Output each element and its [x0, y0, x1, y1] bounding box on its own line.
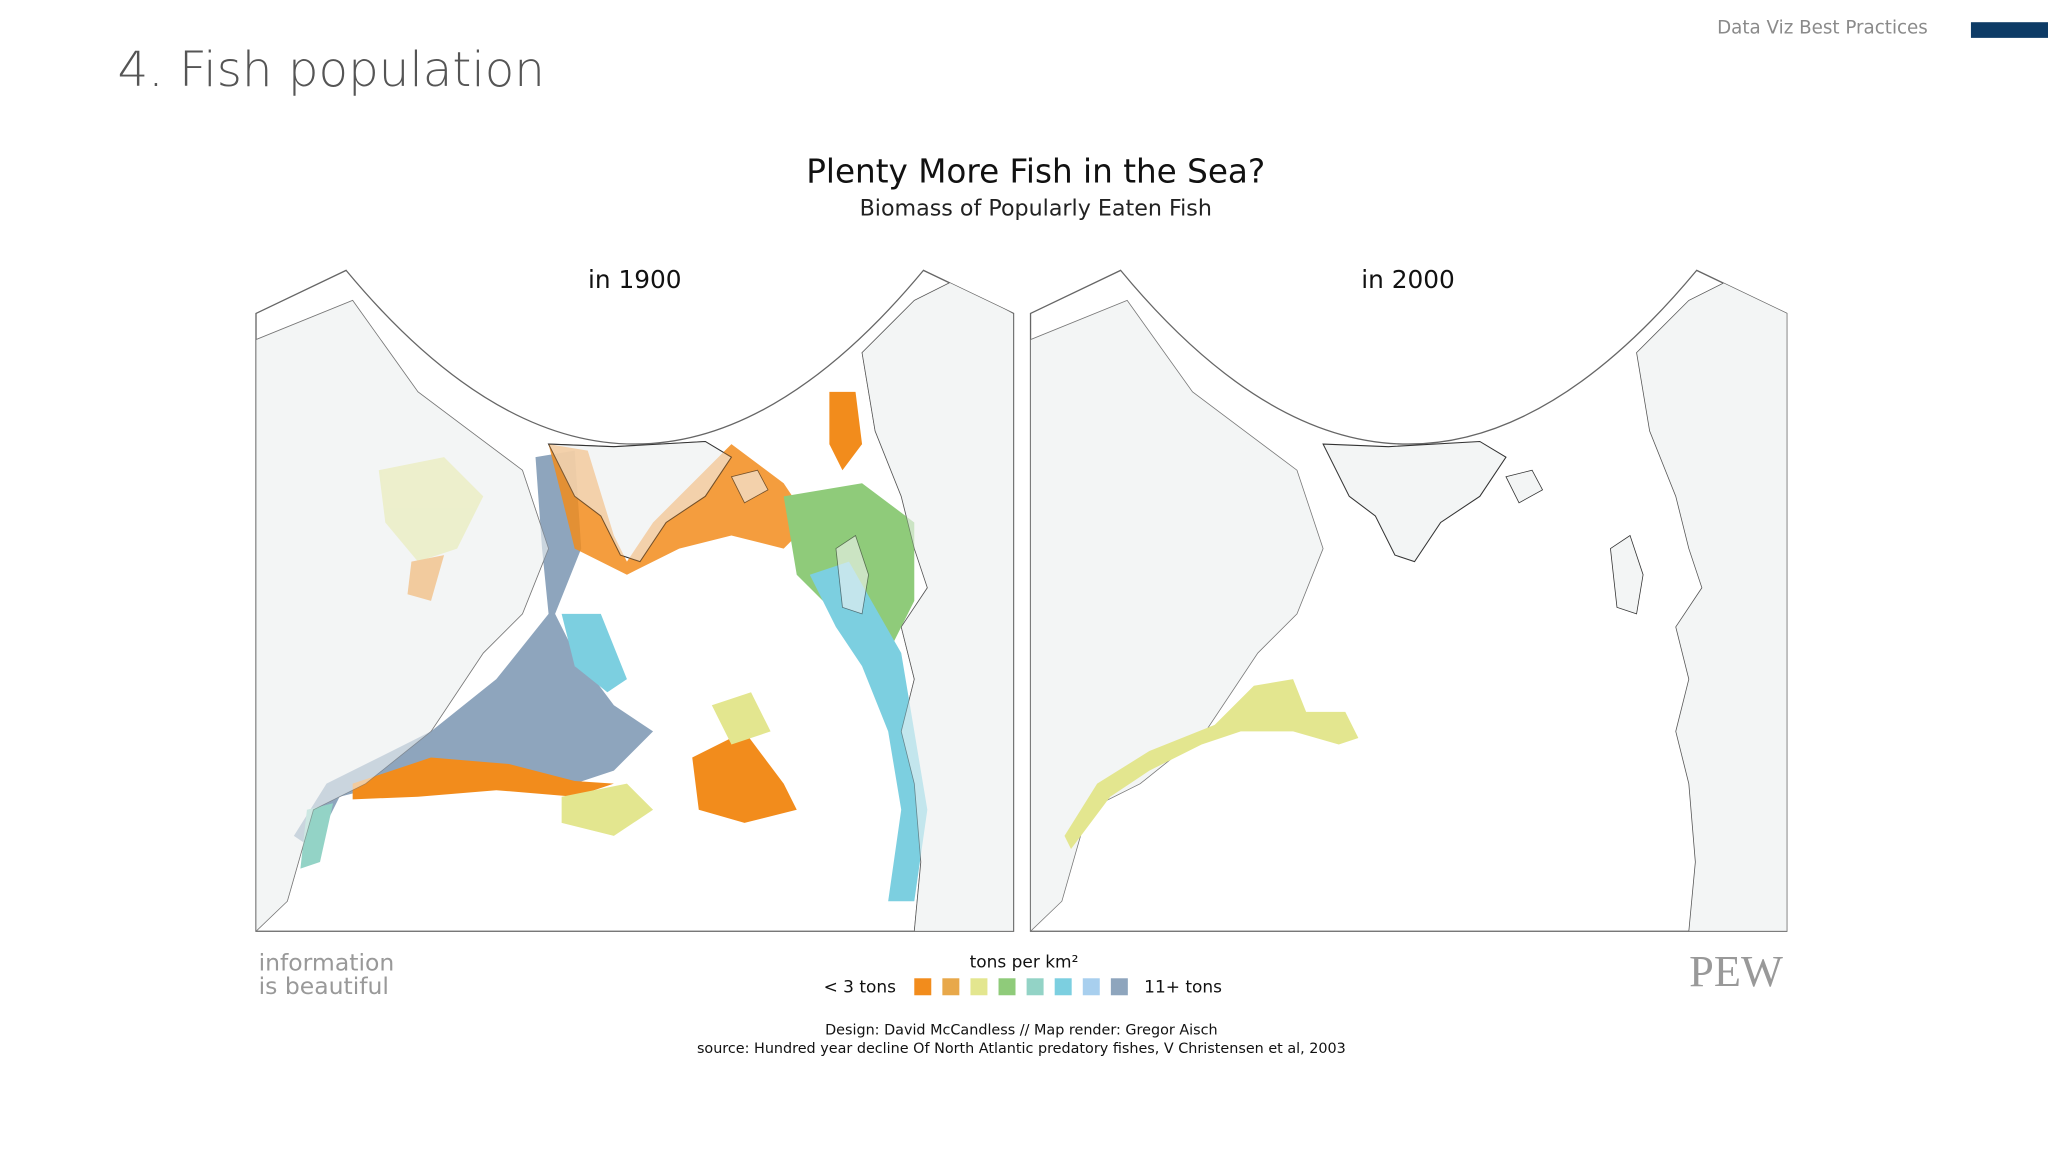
legend-swatches [914, 978, 1128, 996]
legend-swatch [1026, 978, 1044, 996]
legend-title: tons per km² [970, 953, 1079, 973]
infographic-subtitle: Biomass of Popularly Eaten Fish [860, 195, 1212, 221]
section-label: Data Viz Best Practices [1717, 18, 1928, 39]
legend-swatch [942, 978, 960, 996]
brand-line: is beautiful [259, 972, 389, 1000]
brand-line: information [259, 948, 395, 976]
credit: Design: David McCandless // Map render: … [825, 1023, 1218, 1039]
legend-swatch [1110, 978, 1128, 996]
slide-title: 4. Fish population [118, 42, 545, 98]
map-1900 [255, 269, 1015, 932]
panel-label: in 2000 [1361, 265, 1455, 294]
panel-label: in 1900 [588, 265, 682, 294]
legend-min: < 3 tons [824, 977, 897, 997]
legend-swatch [914, 978, 932, 996]
legend-swatch [998, 978, 1016, 996]
legend-swatch [970, 978, 988, 996]
accent-bar [1970, 22, 2048, 38]
legend-swatch [1054, 978, 1072, 996]
partner-logo: PEW [1689, 946, 1783, 996]
credit: source: Hundred year decline Of North At… [697, 1041, 1346, 1057]
infographic-title: Plenty More Fish in the Sea? [806, 153, 1265, 191]
legend-max: 11+ tons [1144, 977, 1222, 997]
map-2000 [1029, 269, 1788, 932]
legend-swatch [1082, 978, 1100, 996]
